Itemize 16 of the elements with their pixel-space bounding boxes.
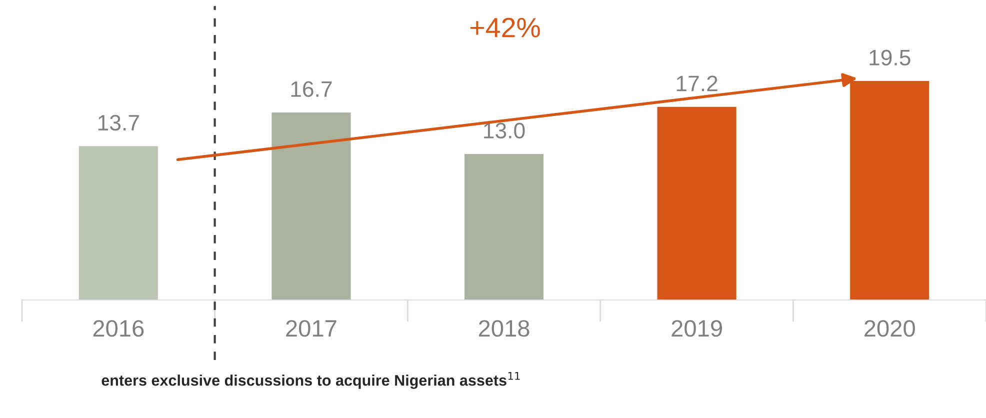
text: +42%: [470, 18, 540, 38]
data-label: 13.0: [484, 122, 525, 139]
data-label: 17.2: [676, 76, 718, 92]
bar: [78, 146, 158, 300]
bar: [464, 154, 544, 300]
data-label: 16.7: [291, 81, 332, 97]
x-tick-label: 2020: [864, 320, 915, 337]
x-tick-label: 2016: [93, 320, 144, 337]
x-tick-label: 2017: [286, 320, 336, 337]
bar: [657, 106, 736, 300]
text: enters exclusive discussions to acquire Nigerian assets$^{11}$: [102, 372, 520, 389]
x-tick-label: 2018: [478, 320, 530, 337]
bar: [272, 112, 351, 300]
data-label: 19.5: [870, 50, 910, 66]
x-tick-label: 2019: [672, 320, 722, 337]
data-label: 13.7: [98, 114, 139, 131]
